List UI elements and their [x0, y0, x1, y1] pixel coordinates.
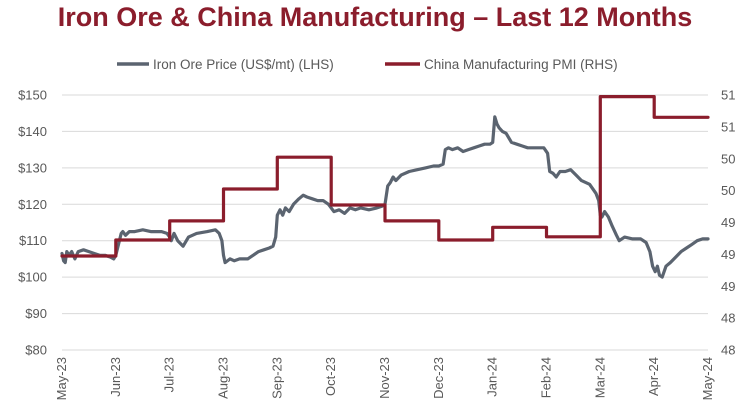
right-tick-label: 51 [721, 88, 735, 103]
x-tick-label: Jan-24 [485, 357, 500, 397]
legend: Iron Ore Price (US$/mt) (LHS) China Manu… [117, 57, 618, 72]
left-tick-label: $80 [25, 343, 47, 358]
left-tick-label: $130 [18, 160, 47, 175]
x-tick-label: Aug-23 [216, 357, 231, 399]
x-tick-label: May-23 [54, 357, 69, 400]
right-tick-label: 51 [721, 119, 735, 134]
x-tick-label: Apr-24 [646, 357, 661, 396]
left-tick-label: $100 [18, 270, 47, 285]
x-tick-label: Nov-23 [377, 357, 392, 399]
right-tick-label: 49 [721, 279, 735, 294]
legend-label-iron-ore: Iron Ore Price (US$/mt) (LHS) [153, 57, 334, 72]
left-tick-label: $110 [19, 233, 47, 248]
x-tick-label: Jul-23 [162, 357, 177, 392]
right-tick-label: 49 [721, 247, 735, 262]
right-tick-label: 48 [721, 343, 735, 358]
x-tick-label: Feb-24 [539, 357, 554, 398]
series-lines [60, 95, 710, 279]
x-tick-label: Mar-24 [592, 357, 607, 398]
left-tick-label: $90 [25, 306, 47, 321]
right-tick-label: 50 [721, 183, 735, 198]
right-tick-label: 50 [721, 151, 735, 166]
x-tick-label: Sep-23 [269, 357, 284, 399]
x-tick-label: Dec-23 [431, 357, 446, 399]
series-pmi-line [60, 95, 710, 258]
series-iron-ore-line [60, 115, 710, 279]
right-tick-label: 49 [721, 215, 735, 230]
left-tick-label: $140 [18, 124, 47, 139]
x-tick-label: May-24 [700, 357, 715, 400]
right-tick-label: 48 [721, 311, 735, 326]
chart-title: Iron Ore & China Manufacturing – Last 12… [57, 2, 693, 32]
right-axis-ticks: 48 48 49 49 49 50 50 51 51 [721, 88, 735, 358]
x-axis-ticks: May-23 Jun-23 Jul-23 Aug-23 Sep-23 Oct-23 Nov-… [54, 357, 715, 400]
legend-label-pmi: China Manufacturing PMI (RHS) [424, 57, 618, 72]
left-tick-label: $150 [18, 88, 47, 103]
x-tick-label: Jun-23 [108, 357, 123, 397]
left-axis-ticks: $80 $90 $100 $110 $120 $130 $140 $150 [18, 88, 47, 358]
left-tick-label: $120 [18, 197, 47, 212]
x-tick-label: Oct-23 [323, 357, 338, 396]
